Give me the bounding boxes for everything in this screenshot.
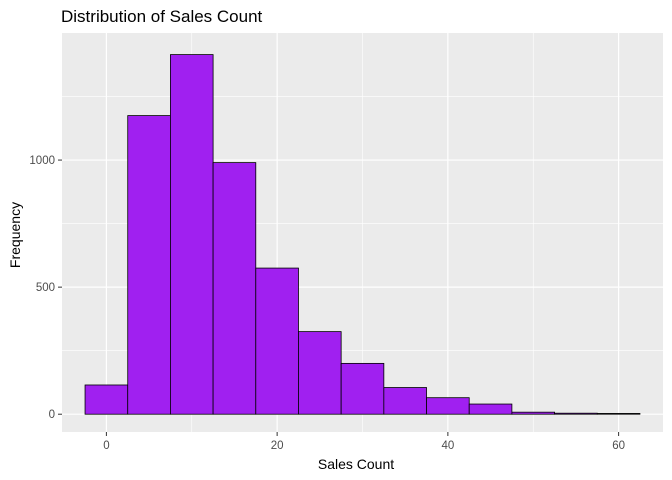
y-axis-title: Frequency (7, 202, 23, 268)
histogram-bar (426, 397, 470, 415)
histogram-bar (170, 54, 214, 415)
y-tick-label: 1000 (29, 155, 55, 167)
y-tick-label: 0 (49, 409, 55, 421)
histogram-bar (127, 115, 171, 415)
histogram-bar (84, 384, 129, 415)
histogram-bar (298, 331, 342, 415)
histogram-bar (212, 162, 257, 415)
histogram-bar (554, 412, 598, 415)
x-tick-label: 20 (271, 440, 284, 452)
histogram-bar (468, 403, 513, 415)
y-axis-ticks: 0 500 1000 (29, 155, 62, 421)
x-tick-label: 60 (612, 440, 625, 452)
x-tick-label: 40 (441, 440, 454, 452)
x-axis-ticks: 0 20 40 60 (103, 432, 625, 452)
histogram-bar (596, 413, 641, 415)
histogram-bar (340, 362, 385, 415)
y-tick-label: 500 (36, 282, 55, 294)
histogram-bar (511, 411, 555, 415)
histogram-bar (383, 387, 427, 415)
chart-title: Distribution of Sales Count (61, 7, 263, 26)
histogram-bar (255, 267, 299, 415)
bars (84, 54, 641, 415)
x-axis-title: Sales Count (318, 456, 394, 472)
x-tick-label: 0 (103, 440, 109, 452)
